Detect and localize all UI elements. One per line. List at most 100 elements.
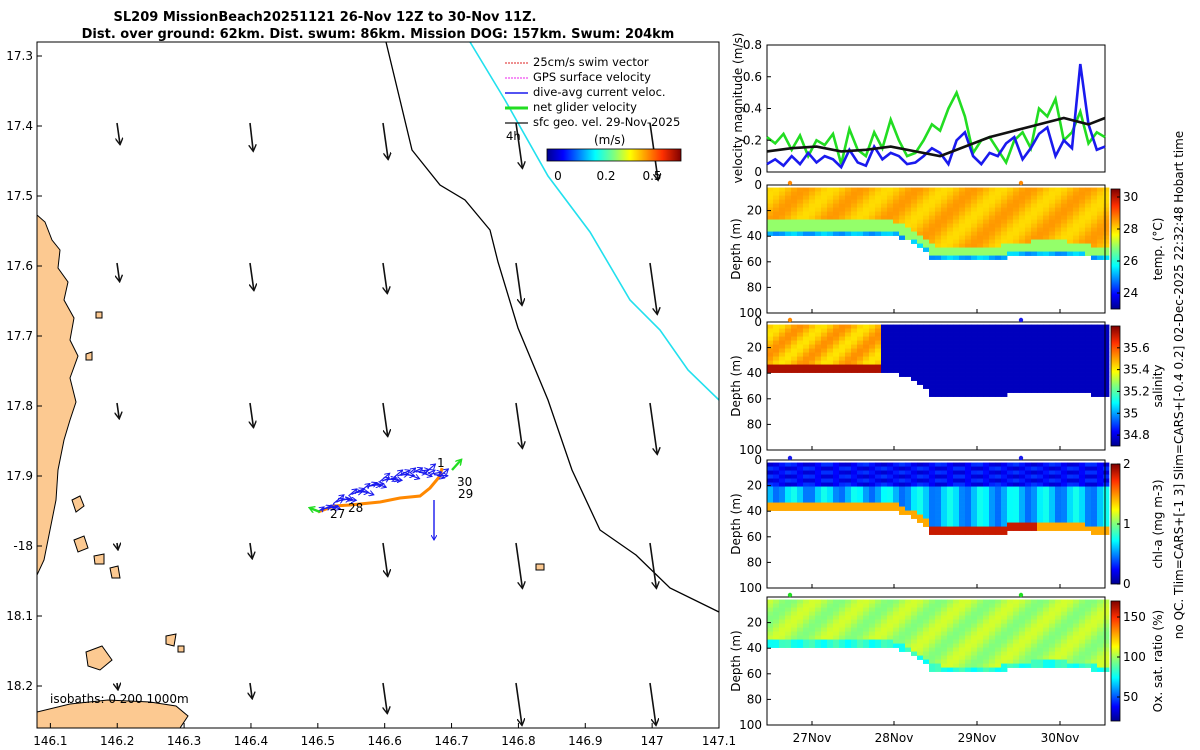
section-cell [935, 231, 942, 236]
section-cell [803, 336, 810, 341]
section-cell [1043, 599, 1050, 604]
section-cell [1097, 623, 1104, 628]
section-cell [1019, 247, 1026, 252]
section-cell [1031, 231, 1038, 236]
section-cell [851, 215, 858, 220]
section-cell [1043, 514, 1050, 519]
section-cell [851, 494, 858, 499]
section-cell [1091, 647, 1098, 652]
section-cell [869, 623, 876, 628]
section-cell [1085, 526, 1092, 531]
section-cell [917, 623, 924, 628]
section-cell [815, 368, 822, 373]
dive-avg-vector [329, 505, 340, 509]
section-cell [899, 235, 906, 240]
section-cell [881, 506, 888, 511]
section-cell [995, 514, 1002, 519]
section-cell [1043, 659, 1050, 664]
section-cell [887, 364, 894, 369]
section-cell [857, 502, 864, 507]
section-cell [983, 607, 990, 612]
section-cell [785, 211, 792, 216]
section-cell [977, 207, 984, 212]
section-cell [905, 510, 912, 515]
section-cell [887, 360, 894, 365]
section-cell [971, 510, 978, 515]
section-cell [827, 462, 834, 467]
section-cell [947, 215, 954, 220]
section-cell [977, 470, 984, 475]
section-cell [1073, 332, 1080, 337]
section-cell [785, 607, 792, 612]
section-cell [869, 324, 876, 329]
section-cell [1007, 191, 1014, 196]
section-cell [929, 474, 936, 479]
section-cell [1049, 219, 1056, 224]
section-cell [1001, 239, 1008, 244]
section-cell [875, 348, 882, 353]
section-cell [959, 659, 966, 664]
section-cell [1067, 352, 1074, 357]
legend-note: 4h [506, 129, 521, 143]
section-cell [1025, 388, 1032, 393]
section-cell [779, 336, 786, 341]
section-cell [785, 332, 792, 337]
section-cell [803, 490, 810, 495]
section-cell [875, 615, 882, 620]
section-cell [1091, 344, 1098, 349]
section-cell [1103, 611, 1110, 616]
section-cell [1085, 494, 1092, 499]
section-cell [983, 655, 990, 660]
section-cell [1019, 219, 1026, 224]
section-cell [881, 502, 888, 507]
section-cell [947, 647, 954, 652]
section-cell [1055, 627, 1062, 632]
section-cell [965, 384, 972, 389]
section-cell [773, 328, 780, 333]
section-cell [941, 635, 948, 640]
section-cell [947, 615, 954, 620]
section-cell [929, 466, 936, 471]
section-cell [929, 627, 936, 632]
section-cell [851, 506, 858, 511]
section-cell [947, 231, 954, 236]
section-cell [1013, 510, 1020, 515]
section-cell [1061, 635, 1068, 640]
section-cell [1007, 502, 1014, 507]
section-cell [959, 506, 966, 511]
section-cell [1085, 340, 1092, 345]
section-cell [797, 494, 804, 499]
section-cell [965, 191, 972, 196]
section-cell [1103, 526, 1110, 531]
section-cell [797, 328, 804, 333]
section-cell [1019, 356, 1026, 361]
section-cell [1097, 372, 1104, 377]
section-cell [959, 227, 966, 232]
section-cell [1025, 384, 1032, 389]
section-cell [941, 498, 948, 503]
section-cell [947, 328, 954, 333]
section-cell [959, 514, 966, 519]
section-cell [947, 470, 954, 475]
section-cell [887, 643, 894, 648]
section-cell [821, 356, 828, 361]
section-cell [899, 502, 906, 507]
section-cell [1091, 607, 1098, 612]
dive-avg-vector [439, 469, 448, 477]
section-cell [797, 470, 804, 475]
section-cell [917, 340, 924, 345]
section-cell [1019, 518, 1026, 523]
section-cell [1085, 388, 1092, 393]
section-cell [827, 324, 834, 329]
section-cell [965, 243, 972, 248]
section-cell [953, 328, 960, 333]
section-cell [1037, 199, 1044, 204]
section-cell [773, 340, 780, 345]
section-cell [935, 651, 942, 656]
section-cell [869, 631, 876, 636]
section-cell [971, 235, 978, 240]
section-cell [779, 187, 786, 192]
section-cell [941, 235, 948, 240]
section-cell [965, 207, 972, 212]
section-cell [941, 332, 948, 337]
